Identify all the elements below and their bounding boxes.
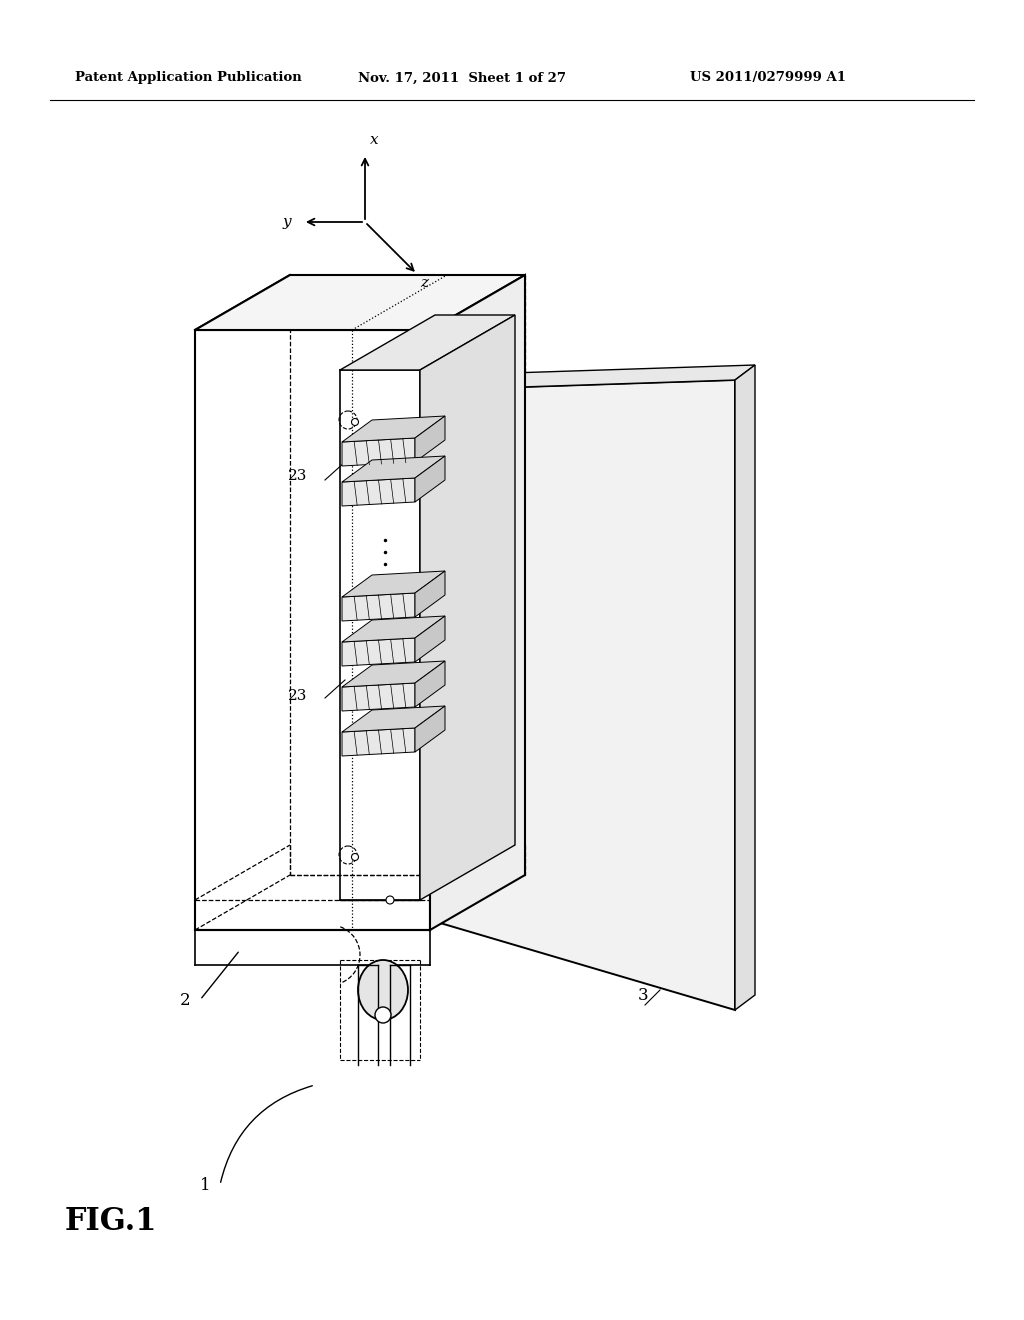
Polygon shape: [415, 416, 445, 462]
Polygon shape: [342, 661, 445, 686]
Polygon shape: [340, 315, 515, 370]
Polygon shape: [342, 706, 445, 733]
Ellipse shape: [358, 960, 408, 1020]
Polygon shape: [342, 438, 415, 466]
Text: 3: 3: [638, 987, 648, 1005]
Circle shape: [351, 854, 358, 861]
Polygon shape: [342, 682, 415, 711]
Text: US 2011/0279999 A1: US 2011/0279999 A1: [690, 71, 846, 84]
Polygon shape: [415, 455, 445, 502]
Text: z: z: [420, 276, 428, 290]
Polygon shape: [415, 616, 445, 663]
Polygon shape: [342, 455, 445, 482]
Text: y: y: [283, 215, 292, 228]
Polygon shape: [342, 572, 445, 597]
Polygon shape: [342, 416, 445, 442]
Polygon shape: [430, 380, 735, 1010]
Polygon shape: [415, 661, 445, 708]
Polygon shape: [415, 572, 445, 616]
Circle shape: [375, 1007, 391, 1023]
Polygon shape: [342, 478, 415, 506]
Polygon shape: [342, 729, 415, 756]
Polygon shape: [430, 366, 755, 389]
Polygon shape: [195, 275, 525, 330]
Text: Patent Application Publication: Patent Application Publication: [75, 71, 302, 84]
Polygon shape: [342, 616, 445, 642]
Polygon shape: [342, 638, 415, 667]
Text: 23: 23: [288, 689, 307, 704]
Polygon shape: [342, 593, 415, 620]
Text: 1: 1: [200, 1177, 211, 1195]
Circle shape: [351, 418, 358, 425]
Polygon shape: [735, 366, 755, 1010]
Polygon shape: [420, 315, 515, 900]
Polygon shape: [415, 706, 445, 752]
Polygon shape: [430, 275, 525, 931]
Circle shape: [386, 896, 394, 904]
Text: Nov. 17, 2011  Sheet 1 of 27: Nov. 17, 2011 Sheet 1 of 27: [358, 71, 566, 84]
Text: x: x: [370, 133, 379, 147]
Text: 2: 2: [180, 993, 190, 1008]
Text: 23: 23: [288, 469, 307, 483]
Text: FIG.1: FIG.1: [65, 1206, 158, 1237]
